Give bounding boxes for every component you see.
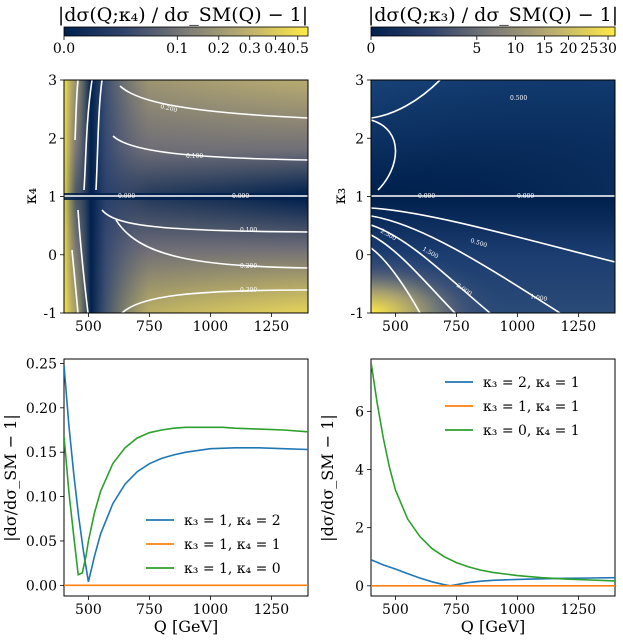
linek3-xtick-label-2: 1000 bbox=[500, 602, 536, 618]
k3-cbtick-label-4: 20 bbox=[560, 41, 578, 57]
k4-contour-label-200: 0.200 bbox=[160, 103, 179, 114]
linek4-xlabel: Q [GeV] bbox=[154, 617, 219, 636]
k4-ytick-label-0: -1 bbox=[43, 306, 57, 322]
linek3-legend-label-2: κ₃ = 0, κ₄ = 1 bbox=[483, 423, 580, 439]
linek3-legend-label-1: κ₃ = 1, κ₄ = 1 bbox=[483, 399, 580, 415]
k3-ytick-label-4: 3 bbox=[355, 73, 364, 89]
k4-cbtick-label-3: 0.3 bbox=[239, 41, 261, 57]
k4-heatmap bbox=[64, 80, 308, 313]
k4-xtick-label-0: 500 bbox=[75, 319, 102, 335]
k3-contour-label-500: 0.500 bbox=[510, 95, 527, 102]
linek3-ytick-label-0: 0 bbox=[355, 579, 364, 595]
linek4-legend-label-1: κ₃ = 1, κ₄ = 1 bbox=[184, 537, 281, 553]
k4-contour-label-200b: 0.200 bbox=[240, 263, 257, 270]
k4-cbtick-label-4: 0.4 bbox=[264, 41, 286, 57]
linek4-legend: κ₃ = 1, κ₄ = 2 κ₃ = 1, κ₄ = 1 κ₃ = 1, κ₄ =… bbox=[146, 513, 281, 577]
linek4-xtick-label-0: 500 bbox=[75, 602, 102, 618]
k3-ytick-label-0: -1 bbox=[350, 306, 364, 322]
linek4-legend-label-2: κ₃ = 1, κ₄ = 0 bbox=[184, 561, 281, 577]
k3-xtick-label-3: 1250 bbox=[561, 319, 597, 335]
linek3-axis-ticks: 500 750 1000 1250 0 2 4 6 bbox=[355, 404, 596, 618]
linek4-ytick-label-4: 0.20 bbox=[26, 401, 57, 417]
linek4-ylabel: |dσ/dσ_SM − 1| bbox=[1, 414, 20, 542]
linek4-ytick-label-1: 0.05 bbox=[26, 534, 57, 550]
k4-colorbar-ticks: 0.0 0.1 0.2 0.3 0.4 0.5 bbox=[53, 36, 309, 57]
linek4-legend-label-0: κ₃ = 1, κ₄ = 2 bbox=[184, 513, 281, 529]
k4-cbtick-label-0: 0.0 bbox=[53, 41, 75, 57]
k4-xtick-label-1: 750 bbox=[136, 319, 163, 335]
k4-cbtick-label-5: 0.5 bbox=[287, 41, 309, 57]
k3-contour-label-1000: 1.000 bbox=[530, 293, 548, 303]
k3-cbtick-label-6: 30 bbox=[599, 41, 617, 57]
k4-colorbar bbox=[63, 26, 309, 37]
linek4-ytick-label-3: 0.15 bbox=[26, 445, 57, 461]
k3-ytick-label-2: 1 bbox=[355, 190, 364, 206]
linek3-ytick-label-3: 6 bbox=[355, 404, 364, 420]
k4-xtick-label-2: 1000 bbox=[193, 319, 229, 335]
linek4-ytick-label-2: 0.10 bbox=[26, 490, 57, 506]
linek3-ytick-label-2: 4 bbox=[355, 463, 364, 479]
k3-cbtick-label-2: 10 bbox=[507, 41, 525, 57]
k4-ytick-label-1: 0 bbox=[48, 248, 57, 264]
k4-ytick-label-2: 1 bbox=[48, 190, 57, 206]
linek3-series-2 bbox=[371, 361, 615, 582]
k4-ytick-label-4: 3 bbox=[48, 73, 57, 89]
linek4-plot bbox=[64, 365, 308, 587]
k3-contour-label-000b: 0.000 bbox=[517, 193, 534, 200]
linek3-plot bbox=[371, 361, 615, 587]
linek3-frame bbox=[370, 358, 616, 597]
linek4-xtick-label-1: 750 bbox=[136, 602, 163, 618]
k4-contour-label-000a: 0.000 bbox=[118, 193, 135, 200]
k3-cbtick-label-0: 0 bbox=[367, 41, 376, 57]
linek4-series-0 bbox=[64, 365, 308, 582]
k4-contour-label-100: 0.100 bbox=[186, 153, 203, 160]
linek3-legend: κ₃ = 2, κ₄ = 1 κ₃ = 1, κ₄ = 1 κ₃ = 0, κ₄ =… bbox=[445, 375, 580, 439]
k3-xtick-label-0: 500 bbox=[382, 319, 409, 335]
k4-ytick-label-3: 2 bbox=[48, 131, 57, 147]
k4-contour-label-100b: 0.100 bbox=[240, 227, 257, 234]
k3-contour-label-000a: 0.000 bbox=[418, 193, 435, 200]
k3-cbtick-label-5: 25 bbox=[580, 41, 598, 57]
k4-contour-labels: 0.200 0.100 0.000 0.000 0.100 0.200 0.30… bbox=[118, 103, 257, 294]
k3-heatmap bbox=[371, 80, 615, 313]
k3-ytick-label-3: 2 bbox=[355, 131, 364, 147]
k4-contour-label-000b: 0.000 bbox=[232, 193, 249, 200]
k3-axis-ticks: 500 750 1000 1250 -1 0 1 2 3 bbox=[350, 73, 596, 335]
linek3-ytick-label-1: 2 bbox=[355, 521, 364, 537]
linek4-frame bbox=[63, 358, 309, 597]
linek3-xtick-label-0: 500 bbox=[382, 602, 409, 618]
linek4-series-2 bbox=[64, 426, 308, 576]
linek3-ylabel: |dσ/dσ_SM − 1| bbox=[318, 414, 337, 542]
k4-title: |dσ(Q;κ₄) / dσ_SM(Q) − 1| bbox=[58, 4, 308, 26]
k3-colorbar bbox=[370, 26, 616, 37]
linek4-ytick-label-5: 0.25 bbox=[26, 356, 57, 372]
k4-xtick-label-3: 1250 bbox=[254, 319, 290, 335]
k4-cbtick-label-1: 0.1 bbox=[166, 41, 188, 57]
linek4-xtick-label-3: 1250 bbox=[254, 602, 290, 618]
k3-ylabel: κ₃ bbox=[330, 188, 349, 204]
k3-cbtick-label-3: 15 bbox=[536, 41, 554, 57]
k3-cbtick-label-1: 5 bbox=[472, 41, 481, 57]
linek4-axis-ticks: 500 750 1000 1250 0.00 0.05 0.10 0.15 0.20 0.25 bbox=[26, 356, 289, 618]
linek4-ytick-label-0: 0.00 bbox=[26, 578, 57, 594]
k3-xtick-label-1: 750 bbox=[443, 319, 470, 335]
linek3-xtick-label-1: 750 bbox=[443, 602, 470, 618]
linek4-xtick-label-2: 1000 bbox=[193, 602, 229, 618]
k4-axis-ticks: 500 750 1000 1250 -1 0 1 2 3 bbox=[43, 73, 289, 335]
k4-cbtick-label-2: 0.2 bbox=[208, 41, 230, 57]
k3-colorbar-ticks: 0 5 10 15 20 25 30 bbox=[367, 36, 617, 57]
linek3-xtick-label-3: 1250 bbox=[561, 602, 597, 618]
linek3-legend-label-0: κ₃ = 2, κ₄ = 1 bbox=[483, 375, 580, 391]
k3-xtick-label-2: 1000 bbox=[500, 319, 536, 335]
k3-title: |dσ(Q;κ₃) / dσ_SM(Q) − 1| bbox=[368, 4, 618, 26]
linek3-xlabel: Q [GeV] bbox=[461, 617, 526, 636]
k3-ytick-label-1: 0 bbox=[355, 248, 364, 264]
k4-ylabel: κ₄ bbox=[21, 188, 40, 204]
k4-contour-label-300: 0.300 bbox=[240, 287, 257, 294]
